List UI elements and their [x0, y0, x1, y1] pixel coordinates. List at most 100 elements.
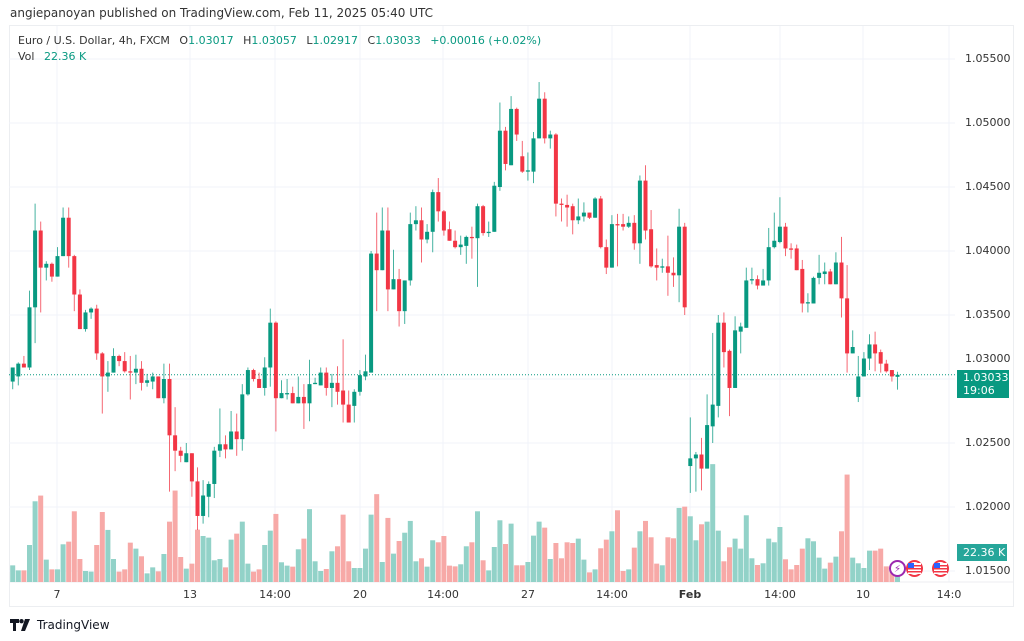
volume-bar — [771, 542, 777, 582]
candle-up — [262, 367, 267, 388]
candle-up — [609, 224, 614, 268]
candle-up — [766, 247, 771, 281]
volume-bar — [307, 509, 312, 582]
price-tick-label: 1.02500 — [965, 436, 1011, 449]
candle-up — [537, 98, 542, 139]
candle-down — [189, 453, 194, 482]
tradingview-logo[interactable]: TradingView — [10, 618, 110, 632]
candle-down — [178, 450, 183, 456]
volume-bar — [553, 543, 559, 582]
us-flag-icon[interactable] — [906, 560, 923, 577]
vol-label[interactable]: Vol — [18, 50, 35, 63]
candle-up — [279, 393, 284, 399]
volume-bar — [183, 568, 189, 582]
lightning-icon[interactable]: ⚡ — [889, 560, 906, 577]
candle-up — [363, 371, 368, 377]
candle-down — [503, 130, 508, 164]
candle-up — [492, 185, 497, 232]
volume-bar — [49, 569, 55, 582]
volume-bar — [435, 542, 441, 582]
volume-bar — [799, 548, 805, 582]
candle-up — [145, 380, 150, 383]
volume-bar — [66, 541, 72, 582]
candle-down — [100, 353, 105, 377]
candle-up — [369, 253, 374, 373]
candle-up — [548, 134, 553, 139]
volume-bar — [273, 513, 279, 582]
candle-down — [273, 322, 278, 399]
volume-bar — [43, 559, 49, 582]
volume-bar — [368, 514, 374, 582]
candle-up — [33, 230, 38, 308]
volume-bar — [441, 536, 447, 582]
candle-up — [458, 244, 463, 248]
volume-bar — [290, 566, 296, 582]
low-label: L — [306, 34, 313, 47]
candle-up — [710, 404, 715, 427]
volume-bar — [172, 490, 178, 582]
candle-down — [374, 253, 379, 271]
volume-bar — [27, 545, 32, 582]
volume-bar — [603, 539, 609, 582]
candle-down — [128, 371, 133, 373]
volume-bar — [822, 568, 828, 582]
volume-bar — [357, 568, 363, 582]
volume-bar — [755, 565, 760, 582]
close-value: 1.03033 — [375, 34, 421, 47]
time-tick-label: 14:00 — [596, 588, 628, 601]
candle-down — [290, 393, 295, 404]
volume-bar — [743, 515, 749, 582]
volume-bar — [430, 540, 436, 582]
candle-down — [654, 265, 659, 268]
candle-down — [122, 361, 127, 372]
volume-bar — [116, 571, 122, 582]
volume-bar — [687, 516, 693, 582]
candle-down — [117, 355, 122, 362]
volume-bar — [503, 544, 508, 582]
candle-up — [307, 384, 312, 404]
publish-line: angiepanoyan published on TradingView.co… — [10, 6, 433, 20]
candle-up — [105, 372, 110, 377]
volume-bar — [469, 542, 475, 582]
candle-down — [324, 372, 329, 388]
volume-bar — [855, 563, 861, 582]
candle-down — [789, 248, 794, 250]
candle-up — [229, 431, 234, 450]
symbol-title[interactable]: Euro / U.S. Dollar, 4h, FXCM — [18, 34, 170, 47]
candle-up — [217, 444, 222, 451]
volume-bar — [379, 562, 385, 582]
high-label: H — [243, 34, 252, 47]
volume-bar — [351, 568, 357, 582]
volume-bar — [805, 538, 811, 582]
volume-bar — [385, 517, 391, 582]
candle-down — [156, 376, 161, 399]
volume-bar — [811, 541, 816, 582]
candle-up — [413, 220, 418, 225]
volume-bar — [262, 545, 268, 582]
volume-bar — [155, 571, 161, 582]
candle-down — [481, 206, 486, 234]
candle-down — [257, 379, 262, 388]
volume-bar — [839, 531, 844, 582]
volume-bar — [727, 547, 732, 582]
volume-bar — [419, 558, 424, 582]
candle-down — [828, 271, 833, 285]
candle-down — [520, 156, 525, 172]
candle-up — [133, 368, 138, 373]
candle-up — [833, 262, 838, 285]
volume-bar — [71, 511, 77, 582]
volume-bar — [587, 572, 592, 582]
volume-bar — [133, 548, 139, 582]
close-label: C — [367, 34, 376, 47]
candle-up — [206, 483, 211, 497]
candle-down — [195, 481, 200, 516]
volume-bar — [178, 557, 184, 582]
volume-bar — [637, 531, 643, 582]
volume-bar — [514, 565, 520, 582]
us-flag-icon[interactable] — [932, 560, 949, 577]
price-tick-label: 1.05500 — [965, 52, 1011, 65]
vol-value: 22.36 K — [43, 50, 87, 63]
candle-up — [525, 170, 530, 172]
volume-bar — [777, 527, 783, 582]
